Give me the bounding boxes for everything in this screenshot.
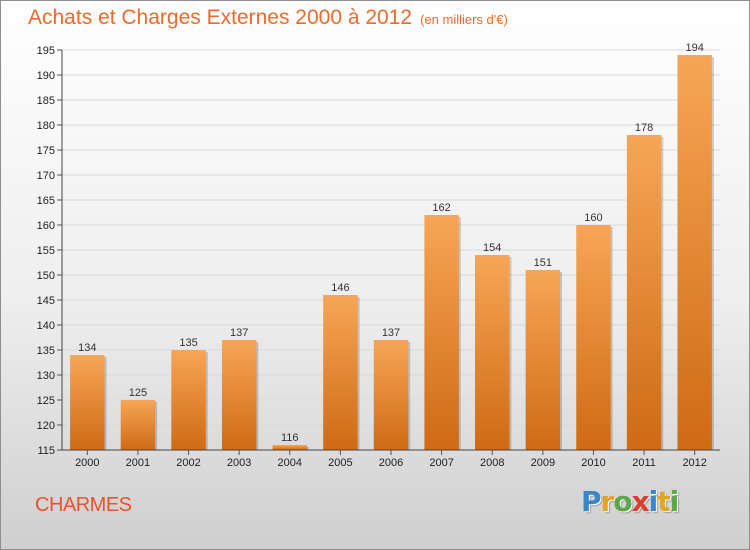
logo-letter: i bbox=[648, 485, 659, 518]
x-tick-label-2009: 2009 bbox=[531, 457, 555, 469]
bar-2012 bbox=[677, 55, 712, 450]
place-name: CHARMES bbox=[35, 494, 132, 516]
bar-2010 bbox=[576, 225, 611, 450]
bar-2007 bbox=[424, 215, 459, 450]
logo-letter: t bbox=[657, 485, 670, 518]
logo-letter: P bbox=[581, 485, 602, 518]
data-label-2011: 178 bbox=[635, 122, 653, 134]
y-tick-label: 120 bbox=[37, 420, 55, 432]
data-label-2003: 137 bbox=[230, 327, 248, 339]
data-label-2002: 135 bbox=[179, 337, 197, 349]
logo-letter: x bbox=[631, 485, 650, 518]
data-label-2008: 154 bbox=[483, 242, 501, 254]
x-tick-label-2007: 2007 bbox=[429, 457, 453, 469]
y-tick-label: 160 bbox=[37, 220, 55, 232]
y-tick-label: 125 bbox=[37, 395, 55, 407]
x-tick-label-2003: 2003 bbox=[227, 457, 251, 469]
data-label-2004: 116 bbox=[281, 432, 299, 444]
logo-letter: i bbox=[669, 485, 680, 518]
bar-2005 bbox=[323, 295, 358, 450]
bar-layer: 134 125 135 137 116 146 137 162 154 151 160 178 194 bbox=[70, 42, 714, 450]
y-tick-label: 140 bbox=[37, 320, 55, 332]
bar-2003 bbox=[221, 340, 257, 450]
bar-2004 bbox=[272, 445, 307, 450]
x-tick-label-2004: 2004 bbox=[278, 457, 302, 469]
bar-2006 bbox=[373, 340, 409, 450]
axis-layer: 115 120 125 130 135 140 145 150 155 160 165 170 175 1… bbox=[37, 45, 720, 469]
y-tick-label: 155 bbox=[37, 245, 55, 257]
proxiti-logo: Proxiti bbox=[581, 485, 680, 518]
logo-letter: r bbox=[600, 485, 615, 518]
y-tick-label: 170 bbox=[37, 170, 55, 182]
x-tick-label-2006: 2006 bbox=[379, 457, 403, 469]
bar-2011 bbox=[626, 135, 662, 450]
data-label-2009: 151 bbox=[534, 257, 552, 269]
bar-2000 bbox=[70, 355, 105, 450]
logo-letter: o bbox=[613, 485, 632, 518]
y-tick-label: 150 bbox=[37, 270, 55, 282]
data-label-2001: 125 bbox=[129, 387, 147, 399]
y-tick-label: 115 bbox=[37, 445, 55, 457]
y-tick-label: 145 bbox=[37, 295, 55, 307]
data-label-2012: 194 bbox=[686, 42, 704, 54]
y-tick-label: 195 bbox=[37, 45, 55, 57]
x-tick-label-2011: 2011 bbox=[632, 457, 656, 469]
y-tick-label: 135 bbox=[37, 345, 55, 357]
data-label-2000: 134 bbox=[78, 342, 96, 354]
data-label-2006: 137 bbox=[382, 327, 400, 339]
y-tick-label: 165 bbox=[37, 195, 55, 207]
data-label-2010: 160 bbox=[584, 212, 602, 224]
bar-2008 bbox=[475, 255, 510, 450]
bar-2009 bbox=[525, 270, 561, 450]
x-tick-label-2005: 2005 bbox=[328, 457, 352, 469]
y-tick-label: 180 bbox=[37, 120, 55, 132]
bar-2002 bbox=[171, 350, 206, 450]
bar-2001 bbox=[120, 400, 156, 450]
x-tick-label-2008: 2008 bbox=[480, 457, 504, 469]
data-label-2007: 162 bbox=[432, 202, 450, 214]
x-tick-label-2001: 2001 bbox=[126, 457, 150, 469]
y-tick-label: 130 bbox=[37, 370, 55, 382]
x-tick-label-2010: 2010 bbox=[581, 457, 605, 469]
data-label-2005: 146 bbox=[331, 282, 349, 294]
x-tick-label-2002: 2002 bbox=[176, 457, 200, 469]
x-tick-label-2000: 2000 bbox=[75, 457, 99, 469]
x-tick-label-2012: 2012 bbox=[682, 457, 706, 469]
chart-title: Achats et Charges Externes 2000 à 2012 (e… bbox=[28, 6, 508, 30]
y-tick-label: 175 bbox=[37, 145, 55, 157]
y-tick-label: 185 bbox=[37, 95, 55, 107]
chart-subtitle: (en milliers d'€) bbox=[420, 12, 508, 27]
chart-title-text: Achats et Charges Externes 2000 à 2012 bbox=[28, 6, 413, 29]
y-tick-label: 190 bbox=[37, 70, 55, 82]
